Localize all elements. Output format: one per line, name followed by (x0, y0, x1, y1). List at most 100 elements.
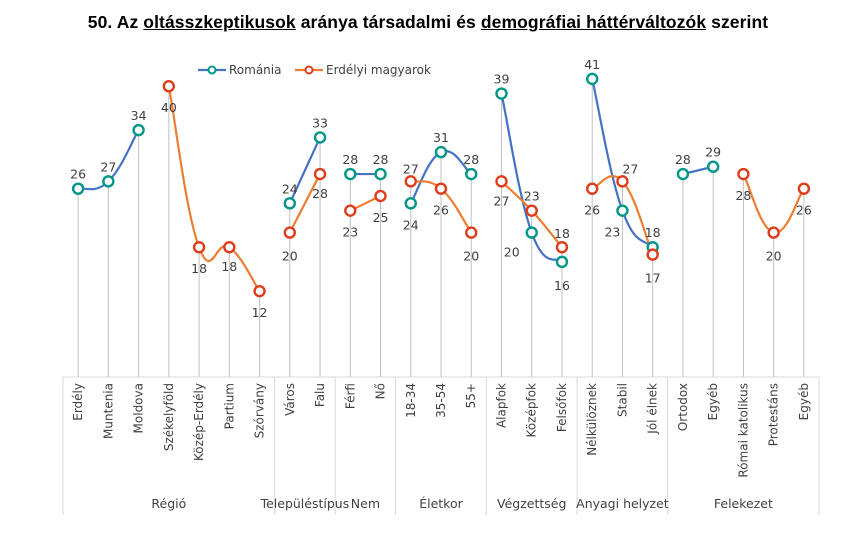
data-point (797, 182, 811, 195)
category-label: Protestáns (767, 383, 781, 446)
data-label: 28 (373, 152, 389, 167)
data-point (495, 87, 508, 100)
data-point (555, 241, 569, 254)
data-label: 23 (342, 225, 358, 240)
group-label: Felekezet (714, 496, 773, 511)
category-label: Muntenia (101, 383, 115, 439)
category-label: Székelyföld (162, 383, 176, 451)
data-point (162, 79, 176, 93)
data-label: 24 (282, 181, 298, 196)
title-part: aránya társadalmi és (300, 12, 476, 32)
group-label: Településtípus (260, 496, 350, 511)
legend-marker-0 (207, 65, 217, 75)
category-label: Középfok (525, 383, 539, 437)
category-label: 35-54 (434, 383, 448, 418)
series-line-0 (591, 78, 654, 249)
data-label: 16 (554, 278, 570, 293)
category-label: Ortodox (676, 383, 690, 431)
data-label: 25 (373, 210, 389, 225)
data-point (132, 123, 145, 137)
legend-label: Erdélyi magyarok (326, 63, 431, 77)
category-label: Moldova (132, 383, 146, 433)
data-label: 18 (191, 261, 207, 276)
x-axis: Erdély Muntenia Moldova Székelyföld Közép-Er… (62, 376, 820, 515)
data-point (555, 255, 569, 269)
data-label: 23 (524, 189, 540, 204)
series-line-1 (742, 173, 805, 234)
data-point (374, 167, 387, 181)
data-point (344, 167, 357, 181)
data-label: 28 (675, 152, 691, 167)
data-point (525, 204, 538, 217)
drop-lines (77, 78, 805, 377)
data-label: 39 (494, 72, 510, 87)
category-label: Felsőfok (555, 383, 569, 432)
data-label: 28 (735, 188, 751, 203)
data-point (71, 182, 85, 195)
category-label: Egyéb (706, 383, 720, 420)
title-part: szerint (711, 12, 769, 32)
data-point (465, 167, 478, 181)
data-label: 20 (766, 249, 782, 264)
data-label: 27 (494, 193, 510, 208)
data-point (586, 72, 599, 86)
data-label: 20 (504, 245, 520, 260)
group-label: Életkor (419, 496, 463, 511)
series-line-1 (167, 85, 261, 292)
data-point (374, 189, 387, 203)
category-label: Város (283, 383, 297, 416)
data-point (313, 131, 327, 144)
data-point (495, 175, 508, 188)
category-label: Partium (222, 383, 236, 429)
data-label: 33 (312, 115, 328, 130)
title-part: Az (116, 12, 139, 32)
group-label: Nem (351, 496, 380, 511)
data-label: 26 (584, 203, 600, 218)
data-labels: 26 27 34 24 33 28 28 24 31 28 39 20 16 41 23 18 28 29 40 18… (70, 57, 812, 320)
data-label: 27 (622, 161, 638, 176)
category-label: Jól élnek (646, 383, 660, 435)
data-point (676, 167, 690, 181)
title-number: 50. (87, 12, 113, 32)
data-label: 40 (161, 100, 177, 115)
legend: Románia Erdélyi magyarok (198, 63, 431, 77)
chart-title: 50. Az oltásszkeptikusok aránya társadal… (0, 12, 856, 33)
data-point (313, 167, 327, 181)
data-label: 17 (645, 271, 661, 286)
group-label: Anyagi helyzet (576, 496, 669, 511)
data-label: 28 (312, 186, 328, 201)
data-point (283, 226, 296, 239)
data-label: 29 (705, 145, 721, 160)
group-label: Végzettség (497, 496, 566, 511)
data-label: 23 (604, 225, 620, 240)
category-label: Nő (374, 383, 388, 399)
data-label: 34 (131, 108, 147, 123)
data-point (737, 167, 750, 181)
data-label: 26 (796, 203, 812, 218)
category-label: Stabil (615, 383, 629, 417)
data-label: 18 (554, 226, 570, 241)
category-label: Egyéb (797, 383, 811, 420)
category-label: Nélkülöznek (585, 383, 599, 456)
data-point (253, 284, 266, 298)
group-label: Régió (151, 496, 186, 511)
data-point (223, 241, 236, 254)
data-point (192, 241, 206, 254)
title-underlined-term: demográfiai háttérváltozók (480, 12, 707, 32)
title-underlined-term: oltásszkeptikusok (143, 12, 296, 32)
data-point (434, 145, 448, 159)
category-label: 55+ (464, 383, 478, 408)
data-point (706, 160, 720, 173)
data-point (646, 248, 659, 261)
data-label: 31 (433, 130, 449, 145)
category-label: Falu (313, 383, 327, 407)
data-point (616, 204, 629, 217)
data-point (434, 182, 448, 195)
data-label: 20 (282, 249, 298, 264)
data-point (344, 204, 357, 217)
series-markers (71, 72, 811, 298)
legend-marker-1 (304, 65, 314, 75)
category-label: 18-34 (404, 383, 418, 418)
data-label: 41 (584, 57, 600, 72)
data-label: 20 (463, 249, 479, 264)
